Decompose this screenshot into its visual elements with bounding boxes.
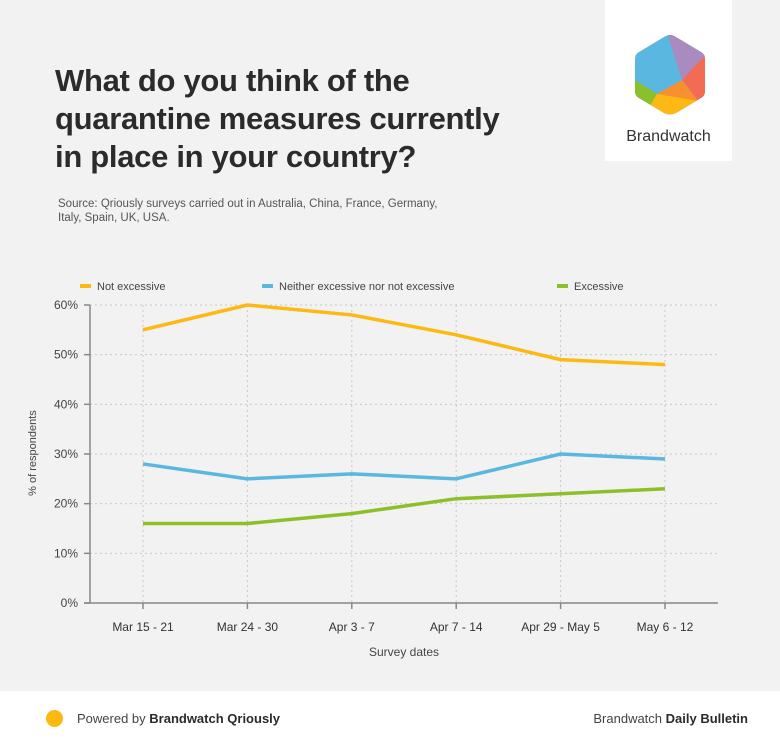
series-line: [142, 452, 666, 481]
powered-by-prefix: Powered by: [77, 711, 150, 726]
qriously-dot-icon: [46, 710, 63, 727]
y-tick-label: 50%: [54, 348, 78, 362]
y-tick-label: 0%: [61, 596, 79, 610]
series-line: [142, 303, 666, 367]
bulletin-prefix: Brandwatch: [593, 711, 666, 726]
legend-swatch: [80, 284, 91, 288]
title-line: in place in your country?: [55, 139, 417, 174]
y-tick-label: 40%: [54, 397, 78, 411]
y-tick-label: 30%: [54, 447, 78, 461]
source-note: Source: Qriously surveys carried out in …: [58, 197, 498, 225]
x-tick-label: Mar 24 - 30: [217, 620, 279, 634]
footer: Powered by Brandwatch Qriously Brandwatc…: [0, 691, 780, 747]
brandwatch-logo: Brandwatch: [605, 0, 732, 161]
y-tick-label: 10%: [54, 546, 78, 560]
y-tick-label: 60%: [54, 298, 78, 312]
logo-text: Brandwatch: [626, 128, 711, 145]
grid: [90, 304, 718, 603]
x-tick-label: May 6 - 12: [637, 620, 694, 634]
title-line: quarantine measures currently: [55, 101, 500, 136]
legend-label: Not excessive: [97, 281, 165, 293]
brandwatch-hexagon-logo-icon: [635, 35, 705, 115]
powered-by-brand: Brandwatch Qriously: [149, 711, 281, 726]
series-line: [143, 487, 666, 526]
legend: Not excessive Neither excessive nor not e…: [80, 281, 624, 293]
y-tick-label: 20%: [54, 497, 78, 511]
legend-label: Excessive: [574, 281, 624, 293]
x-axis-label: Survey dates: [369, 645, 439, 659]
x-tick-label: Apr 3 - 7: [329, 620, 375, 634]
series-lines: [142, 303, 666, 526]
axes: 0% 10% 20% 30% 40% 50% 60% Mar 15 - 21 Mar 24 - …: [54, 298, 718, 634]
source-line: Italy, Spain, UK, USA.: [58, 212, 170, 224]
powered-by: Powered by Brandwatch Qriously: [77, 711, 280, 726]
legend-swatch: [262, 284, 273, 288]
x-tick-label: Apr 29 - May 5: [521, 620, 600, 634]
legend-label: Neither excessive nor not excessive: [279, 281, 454, 293]
y-axis-label: % of respondents: [27, 410, 39, 496]
title-line: What do you think of the: [55, 63, 410, 98]
x-tick-label: Mar 15 - 21: [112, 620, 174, 634]
x-tick-label: Apr 7 - 14: [430, 620, 483, 634]
source-line: Source: Qriously surveys carried out in …: [58, 198, 438, 210]
legend-swatch: [557, 284, 568, 288]
chart-title: What do you think of the quarantine meas…: [55, 62, 535, 176]
daily-bulletin-label: Brandwatch Daily Bulletin: [593, 711, 748, 726]
bulletin-name: Daily Bulletin: [665, 711, 748, 726]
line-chart: 0% 10% 20% 30% 40% 50% 60% Mar 15 - 21 Mar 24 - …: [27, 281, 718, 659]
